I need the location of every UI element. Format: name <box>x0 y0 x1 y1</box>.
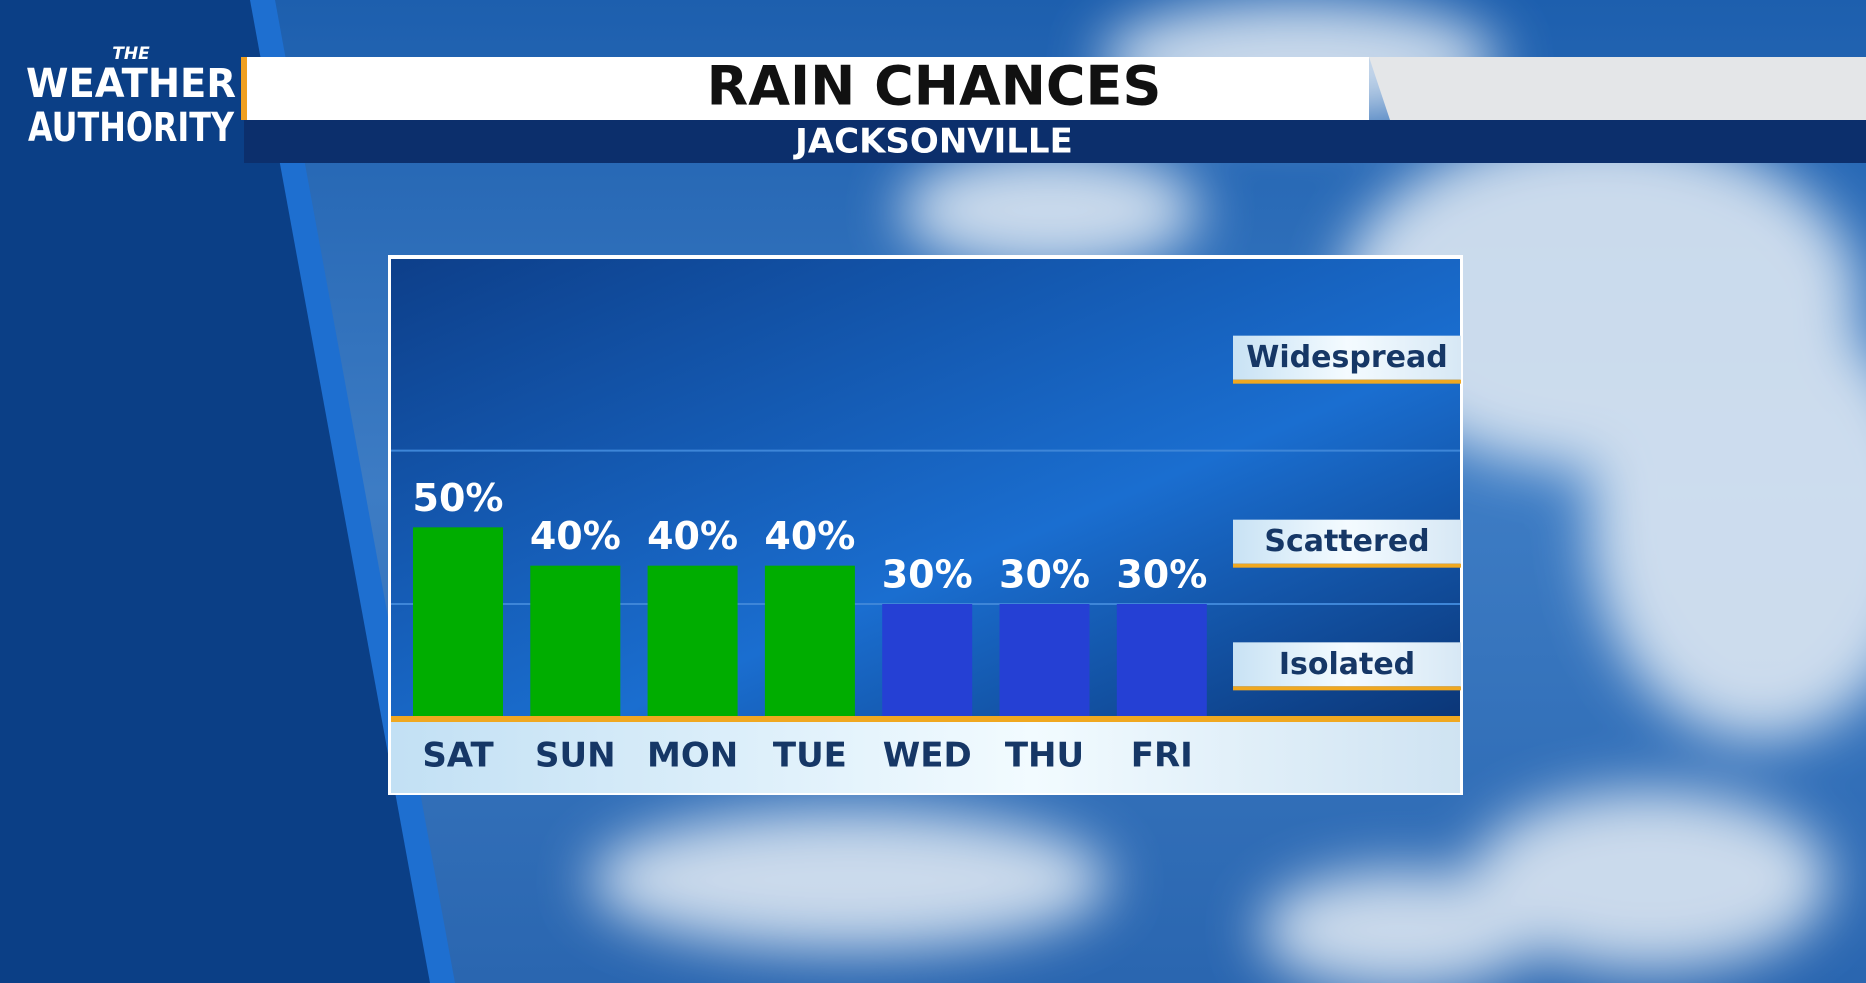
bar <box>882 604 973 719</box>
category-band <box>391 719 1460 793</box>
subtitle-bar <box>244 120 1866 163</box>
chart-subtitle: JACKSONVILLE <box>793 122 1073 162</box>
x-tick-label: SUN <box>535 736 616 776</box>
side-panel <box>0 0 440 983</box>
y-tick-label: Widespread <box>1246 340 1447 375</box>
title-bar-extension <box>1369 57 1866 120</box>
value-label: 30% <box>882 553 973 597</box>
title-accent <box>241 57 247 120</box>
level-tag-underline <box>1233 563 1461 568</box>
value-label: 40% <box>530 514 621 558</box>
bar <box>530 565 621 719</box>
x-tick-label: TUE <box>773 736 847 776</box>
x-tick-label: THU <box>1005 736 1084 776</box>
value-label: 30% <box>1116 553 1207 597</box>
y-tick-label: Isolated <box>1279 647 1415 682</box>
x-tick-label: MON <box>647 736 738 776</box>
bar <box>1116 604 1207 719</box>
title-bar <box>244 57 1369 120</box>
logo-line: THE <box>112 44 150 64</box>
logo-line: AUTHORITY <box>28 105 235 151</box>
level-tag <box>1233 642 1461 687</box>
bar <box>999 604 1090 719</box>
clouds <box>590 0 1866 983</box>
bar <box>647 565 738 719</box>
value-label: 30% <box>999 553 1090 597</box>
level-tag-underline <box>1233 379 1461 384</box>
chart-title: RAIN CHANCES <box>707 55 1162 118</box>
bar <box>413 527 503 719</box>
x-tick-label: SAT <box>422 736 494 776</box>
x-tick-label: WED <box>883 736 972 776</box>
value-label: 40% <box>764 514 855 558</box>
level-tag <box>1233 519 1461 564</box>
value-label: 50% <box>413 476 504 520</box>
level-tag <box>1233 335 1461 380</box>
x-tick-label: FRI <box>1131 736 1193 776</box>
bar <box>764 565 855 719</box>
level-tag-underline <box>1233 686 1461 691</box>
baseline <box>391 716 1460 722</box>
logo-line: WEATHER <box>26 61 236 107</box>
value-label: 40% <box>647 514 738 558</box>
y-tick-label: Scattered <box>1264 524 1429 559</box>
